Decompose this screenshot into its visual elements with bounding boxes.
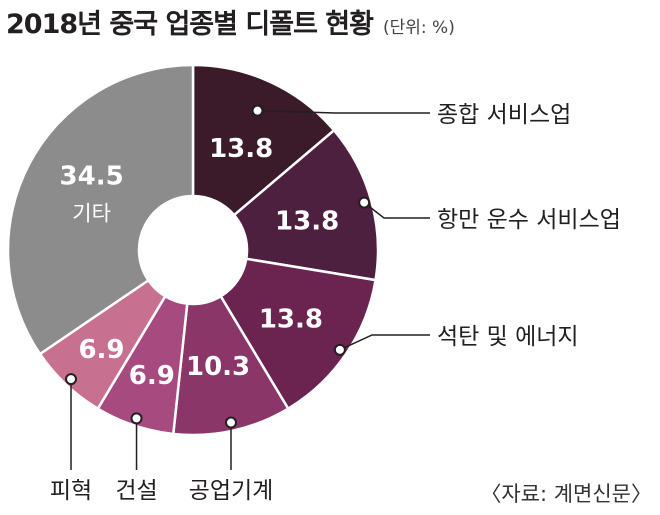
callout-line xyxy=(257,109,430,114)
category-label: 항만 운수 서비스업 xyxy=(437,207,621,233)
source-label: 〈자료: 계면신문〉 xyxy=(480,482,652,506)
callout-line xyxy=(339,334,430,351)
callout-dot xyxy=(333,343,346,356)
category-label: 피혁 xyxy=(50,478,92,504)
slice-value-label: 13.8 xyxy=(259,305,323,335)
category-label: 종합 서비스업 xyxy=(437,102,571,128)
callout-dot xyxy=(251,104,264,117)
unit-label: (단위: %) xyxy=(383,18,455,38)
category-label: 석탄 및 에너지 xyxy=(437,324,579,350)
slice-value-label: 34.5 xyxy=(60,161,124,191)
callout-dot xyxy=(224,416,237,429)
callout-line xyxy=(363,202,430,219)
chart-title: 2018년 중국 업종별 디폴트 현황 (단위: %) xyxy=(6,2,455,41)
slice-value-label: 10.3 xyxy=(186,352,250,382)
labels-group: 13.8 종합 서비스업 13.8 항만 운수 서비스업 13.8 석탄 및 에너지 10.… xyxy=(50,102,621,504)
slice-category-label: 기타 xyxy=(72,201,111,225)
category-label: 공업기계 xyxy=(189,478,274,504)
chart-title-text: 2018년 중국 업종별 디폴트 현황 xyxy=(6,9,374,40)
slice-value-label: 13.8 xyxy=(209,134,273,164)
callout-dot xyxy=(65,373,78,386)
donut-hole xyxy=(139,196,247,304)
slice-value-label: 13.8 xyxy=(275,206,339,236)
category-label: 건설 xyxy=(115,478,157,504)
callout-dot xyxy=(130,412,143,425)
callout-dot xyxy=(358,196,371,209)
slice-value-label: 6.9 xyxy=(78,335,124,365)
slice-value-label: 6.9 xyxy=(129,361,175,391)
